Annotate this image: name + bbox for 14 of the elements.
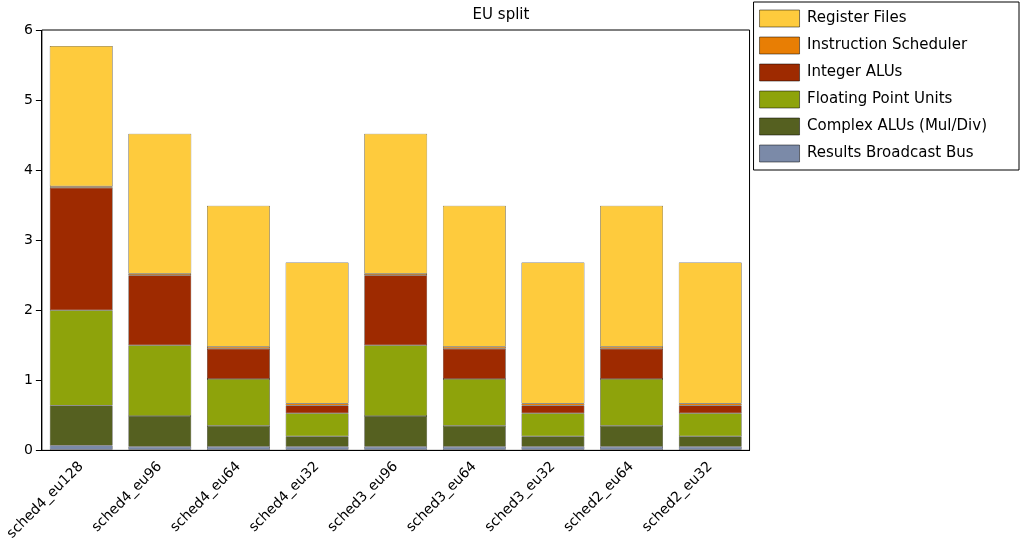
y-tick-label: 5 [23, 90, 33, 107]
y-tick-label: 6 [23, 20, 33, 37]
legend-label: Register Files [807, 8, 907, 27]
y-tick-label: 2 [23, 300, 33, 317]
y-tick-label: 1 [23, 370, 33, 387]
legend-label: Results Broadcast Bus [807, 143, 974, 162]
chart-title: EU split [472, 4, 530, 23]
legend-label: Integer ALUs [807, 62, 903, 81]
legend-label: Instruction Scheduler [807, 35, 969, 54]
legend-label: Complex ALUs (Mul/Div) [807, 116, 988, 135]
y-tick-label: 0 [23, 441, 33, 457]
y-tick-label: 3 [23, 230, 33, 247]
y-tick-label: 4 [23, 160, 33, 177]
legend-label: Floating Point Units [807, 89, 953, 108]
